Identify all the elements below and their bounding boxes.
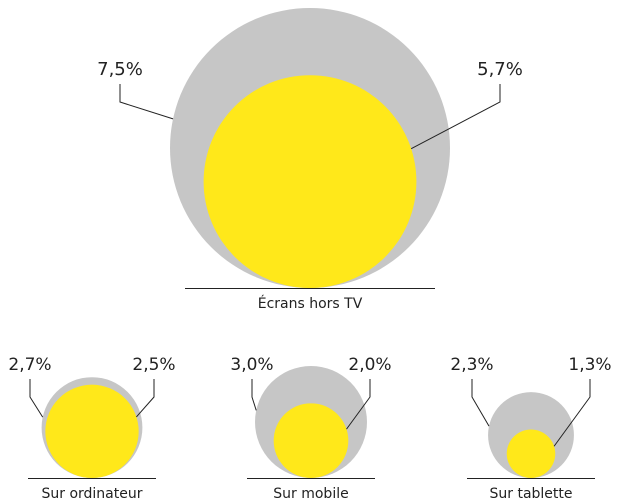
value-label: 2,3%: [450, 355, 493, 375]
category-label: Sur mobile: [273, 486, 348, 502]
leader-line: [29, 379, 44, 418]
value-label: 1,3%: [568, 355, 611, 375]
leader-line: [119, 84, 174, 120]
value-label: 3,0%: [230, 355, 273, 375]
leader-line: [471, 379, 490, 427]
leader-line: [553, 379, 591, 447]
leader-line: [136, 379, 155, 418]
value-label: 2,0%: [348, 355, 391, 375]
leader-line: [410, 84, 501, 150]
bubble: [273, 403, 349, 478]
value-label: 2,5%: [132, 355, 175, 375]
bubble: [203, 75, 417, 288]
value-label: 5,7%: [477, 59, 523, 80]
bubble: [45, 384, 139, 479]
category-label: Sur ordinateur: [41, 486, 142, 502]
value-label: 7,5%: [97, 59, 143, 80]
leader-line: [346, 379, 371, 430]
value-label: 2,7%: [8, 355, 51, 375]
leader-line: [251, 379, 257, 411]
category-label: Écrans hors TV: [258, 295, 363, 312]
category-label: Sur tablette: [489, 486, 572, 502]
bubble: [506, 429, 556, 478]
